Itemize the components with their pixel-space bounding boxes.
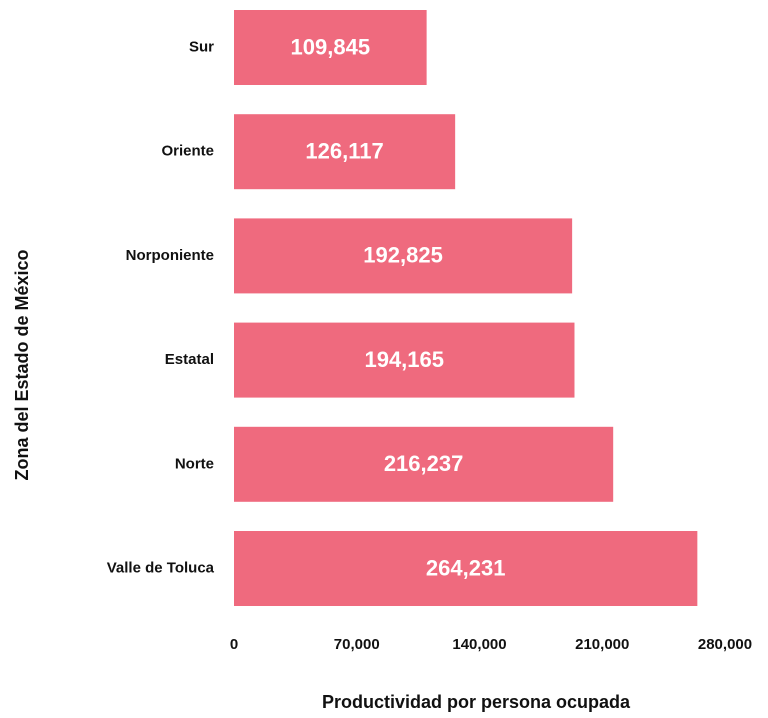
y-tick-label: Norte <box>175 455 214 472</box>
bar <box>234 426 614 502</box>
y-tick-label: Oriente <box>161 143 214 160</box>
bar <box>234 10 427 85</box>
x-tick-label: 70,000 <box>334 636 380 653</box>
y-tick-label: Estatal <box>165 351 214 368</box>
value-label: 109,845 <box>291 34 371 59</box>
value-label: 216,237 <box>384 451 464 476</box>
bar <box>234 531 698 606</box>
x-tick-label: 280,000 <box>698 636 752 653</box>
y-axis-label: Zona del Estado de México <box>12 249 32 480</box>
value-label: 126,117 <box>305 139 383 164</box>
x-tick-label: 210,000 <box>575 636 629 653</box>
bar <box>234 114 456 190</box>
x-tick-label: 140,000 <box>452 636 506 653</box>
x-axis-label: Productividad por persona ocupada <box>322 692 631 712</box>
y-tick-label: Valle de Toluca <box>107 559 215 576</box>
y-tick-label: Sur <box>189 38 214 55</box>
value-label: 264,231 <box>426 555 506 580</box>
value-label: 192,825 <box>363 243 443 268</box>
bar <box>234 218 573 294</box>
bar <box>234 322 575 398</box>
value-label: 194,165 <box>364 347 444 372</box>
x-tick-label: 0 <box>230 636 238 653</box>
y-tick-label: Norponiente <box>126 247 214 264</box>
